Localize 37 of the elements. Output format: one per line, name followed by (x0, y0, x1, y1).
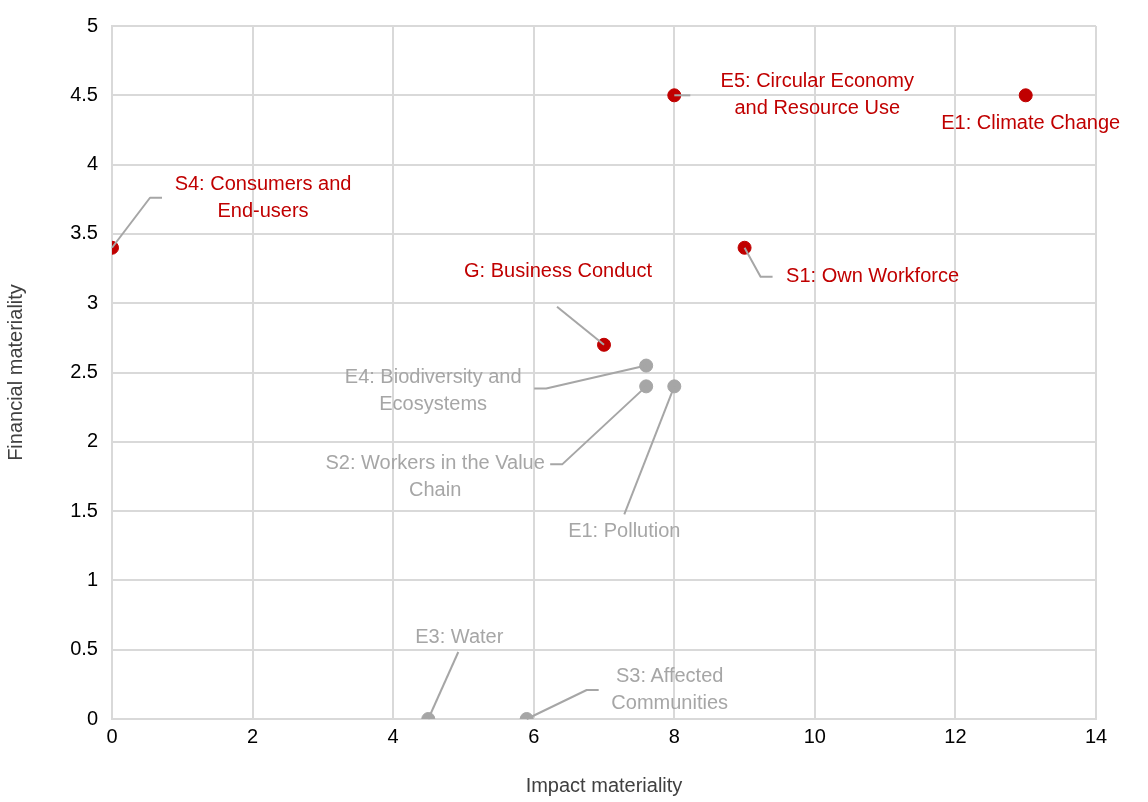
annotation: E4: Biodiversity and Ecosystems (344, 364, 522, 414)
x-axis-title: Impact materiality (525, 773, 683, 796)
annotation: S4: Consumers and End-users (174, 171, 352, 221)
y-tick-label: 1 (86, 567, 98, 590)
point (737, 240, 752, 255)
y-tick-label: 2 (86, 429, 98, 452)
x-tick-label: 4 (387, 724, 399, 747)
point (597, 337, 611, 352)
y-axis-title: Financial materiality (3, 284, 26, 461)
point (639, 379, 654, 394)
annotation: E3: Water (415, 624, 504, 647)
x-tick-label: 10 (803, 724, 826, 747)
x-tick-label: 0 (106, 724, 118, 747)
y-tick-label: 3.5 (70, 221, 98, 244)
annotation: E1: Pollution (568, 518, 681, 541)
x-tick-label: 8 (668, 724, 680, 747)
x-tick-label: 6 (528, 724, 540, 747)
annotation: E5: Circular Economy and Resource Use (720, 69, 914, 119)
x-tick-label: 2 (247, 724, 259, 747)
y-tick-label: 2.5 (70, 360, 98, 383)
point (667, 379, 682, 394)
y-tick-label: 4.5 (70, 82, 98, 105)
point (639, 358, 654, 373)
annotation: G: Business Conduct (464, 259, 653, 282)
annotation: S1: Own Workforce (786, 264, 960, 287)
x-tick-label: 14 (1084, 724, 1108, 747)
y-tick-label: 0 (86, 706, 98, 729)
x-tick-label: 12 (944, 724, 967, 747)
annotation: E1: Climate Change (941, 110, 1121, 133)
y-tick-label: 0.5 (70, 637, 98, 660)
point (1018, 88, 1033, 103)
y-tick-label: 4 (86, 152, 98, 175)
y-tick-label: 1.5 (70, 498, 98, 521)
y-tick-label: 5 (86, 13, 98, 36)
y-tick-label: 3 (86, 290, 98, 313)
annotation: S3: Affected Communities (611, 664, 729, 714)
annotation: S2: Workers in the Value Chain (325, 451, 545, 501)
